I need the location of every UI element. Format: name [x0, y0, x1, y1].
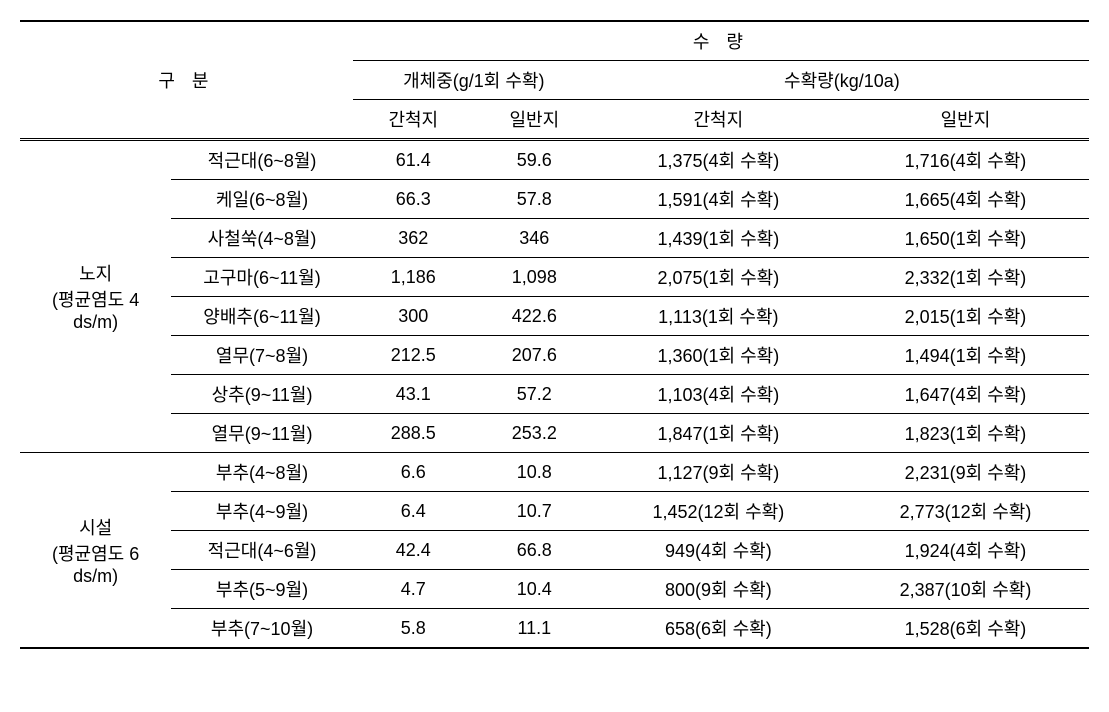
item-cell: 적근대(6~8월) [171, 140, 353, 180]
table-row: 노지(평균염도 4ds/m)적근대(6~8월)61.459.61,375(4회 … [20, 140, 1089, 180]
value-weight-general: 10.8 [474, 453, 595, 492]
value-weight-general: 253.2 [474, 414, 595, 453]
item-cell: 부추(4~9월) [171, 492, 353, 531]
value-yield-general: 2,015(1회 수확) [842, 297, 1089, 336]
value-weight-reclaimed: 61.4 [353, 140, 474, 180]
value-weight-general: 57.2 [474, 375, 595, 414]
value-weight-general: 57.8 [474, 180, 595, 219]
value-weight-reclaimed: 6.6 [353, 453, 474, 492]
value-weight-reclaimed: 5.8 [353, 609, 474, 649]
value-yield-general: 1,665(4회 수확) [842, 180, 1089, 219]
value-weight-general: 207.6 [474, 336, 595, 375]
item-cell: 열무(7~8월) [171, 336, 353, 375]
value-yield-reclaimed: 1,439(1회 수확) [595, 219, 842, 258]
value-weight-general: 1,098 [474, 258, 595, 297]
value-weight-general: 11.1 [474, 609, 595, 649]
value-weight-reclaimed: 4.7 [353, 570, 474, 609]
value-yield-general: 2,387(10회 수확) [842, 570, 1089, 609]
item-cell: 부추(7~10월) [171, 609, 353, 649]
value-weight-reclaimed: 1,186 [353, 258, 474, 297]
value-yield-general: 1,650(1회 수확) [842, 219, 1089, 258]
header-group-weight: 개체중(g/1회 수확) [353, 61, 595, 100]
value-yield-reclaimed: 1,375(4회 수확) [595, 140, 842, 180]
value-yield-reclaimed: 1,847(1회 수확) [595, 414, 842, 453]
header-col-general-1: 일반지 [474, 100, 595, 140]
value-yield-reclaimed: 800(9회 수확) [595, 570, 842, 609]
value-yield-reclaimed: 949(4회 수확) [595, 531, 842, 570]
value-yield-general: 1,716(4회 수확) [842, 140, 1089, 180]
value-yield-general: 1,823(1회 수확) [842, 414, 1089, 453]
value-yield-reclaimed: 1,113(1회 수확) [595, 297, 842, 336]
item-cell: 부추(5~9월) [171, 570, 353, 609]
value-yield-reclaimed: 1,591(4회 수확) [595, 180, 842, 219]
value-weight-reclaimed: 212.5 [353, 336, 474, 375]
table-row: 사철쑥(4~8월)3623461,439(1회 수확)1,650(1회 수확) [20, 219, 1089, 258]
value-weight-general: 10.4 [474, 570, 595, 609]
table-row: 부추(7~10월)5.811.1658(6회 수확)1,528(6회 수확) [20, 609, 1089, 649]
value-yield-reclaimed: 1,360(1회 수확) [595, 336, 842, 375]
value-yield-reclaimed: 1,103(4회 수확) [595, 375, 842, 414]
value-yield-reclaimed: 1,452(12회 수확) [595, 492, 842, 531]
value-weight-general: 59.6 [474, 140, 595, 180]
item-cell: 적근대(4~6월) [171, 531, 353, 570]
value-yield-reclaimed: 2,075(1회 수확) [595, 258, 842, 297]
category-cell: 시설(평균염도 6ds/m) [20, 453, 171, 649]
value-weight-reclaimed: 66.3 [353, 180, 474, 219]
value-weight-general: 422.6 [474, 297, 595, 336]
value-weight-general: 346 [474, 219, 595, 258]
header-group-yield: 수확량(kg/10a) [595, 61, 1089, 100]
header-rowlabel: 구 분 [158, 71, 214, 91]
table-header: 구 분 수 량 개체중(g/1회 수확) 수확량(kg/10a) 간척지 일반지… [20, 21, 1089, 140]
value-yield-reclaimed: 1,127(9회 수확) [595, 453, 842, 492]
value-weight-reclaimed: 6.4 [353, 492, 474, 531]
item-cell: 케일(6~8월) [171, 180, 353, 219]
table-row: 부추(4~9월)6.410.71,452(12회 수확)2,773(12회 수확… [20, 492, 1089, 531]
value-weight-reclaimed: 362 [353, 219, 474, 258]
value-weight-reclaimed: 300 [353, 297, 474, 336]
value-yield-general: 1,528(6회 수확) [842, 609, 1089, 649]
table-row: 케일(6~8월)66.357.81,591(4회 수확)1,665(4회 수확) [20, 180, 1089, 219]
value-yield-general: 1,647(4회 수확) [842, 375, 1089, 414]
table-row: 부추(5~9월)4.710.4800(9회 수확)2,387(10회 수확) [20, 570, 1089, 609]
item-cell: 열무(9~11월) [171, 414, 353, 453]
header-col-reclaimed-1: 간척지 [353, 100, 474, 140]
item-cell: 부추(4~8월) [171, 453, 353, 492]
category-cell: 노지(평균염도 4ds/m) [20, 140, 171, 453]
value-yield-general: 1,494(1회 수확) [842, 336, 1089, 375]
table-row: 적근대(4~6월)42.466.8949(4회 수확)1,924(4회 수확) [20, 531, 1089, 570]
value-weight-reclaimed: 43.1 [353, 375, 474, 414]
table-row: 고구마(6~11월)1,1861,0982,075(1회 수확)2,332(1회… [20, 258, 1089, 297]
item-cell: 고구마(6~11월) [171, 258, 353, 297]
table-row: 열무(9~11월)288.5253.21,847(1회 수확)1,823(1회 … [20, 414, 1089, 453]
table-row: 시설(평균염도 6ds/m)부추(4~8월)6.610.81,127(9회 수확… [20, 453, 1089, 492]
table-body: 노지(평균염도 4ds/m)적근대(6~8월)61.459.61,375(4회 … [20, 140, 1089, 649]
item-cell: 상추(9~11월) [171, 375, 353, 414]
value-yield-reclaimed: 658(6회 수확) [595, 609, 842, 649]
header-col-reclaimed-2: 간척지 [595, 100, 842, 140]
value-yield-general: 2,231(9회 수확) [842, 453, 1089, 492]
header-top: 수 량 [693, 32, 749, 52]
table-row: 상추(9~11월)43.157.21,103(4회 수확)1,647(4회 수확… [20, 375, 1089, 414]
yield-table: 구 분 수 량 개체중(g/1회 수확) 수확량(kg/10a) 간척지 일반지… [20, 20, 1089, 649]
item-cell: 사철쑥(4~8월) [171, 219, 353, 258]
value-yield-general: 2,773(12회 수확) [842, 492, 1089, 531]
value-weight-reclaimed: 42.4 [353, 531, 474, 570]
table-row: 양배추(6~11월)300422.61,113(1회 수확)2,015(1회 수… [20, 297, 1089, 336]
value-yield-general: 2,332(1회 수확) [842, 258, 1089, 297]
value-weight-reclaimed: 288.5 [353, 414, 474, 453]
value-weight-general: 10.7 [474, 492, 595, 531]
header-col-general-2: 일반지 [842, 100, 1089, 140]
value-weight-general: 66.8 [474, 531, 595, 570]
value-yield-general: 1,924(4회 수확) [842, 531, 1089, 570]
table-row: 열무(7~8월)212.5207.61,360(1회 수확)1,494(1회 수… [20, 336, 1089, 375]
item-cell: 양배추(6~11월) [171, 297, 353, 336]
